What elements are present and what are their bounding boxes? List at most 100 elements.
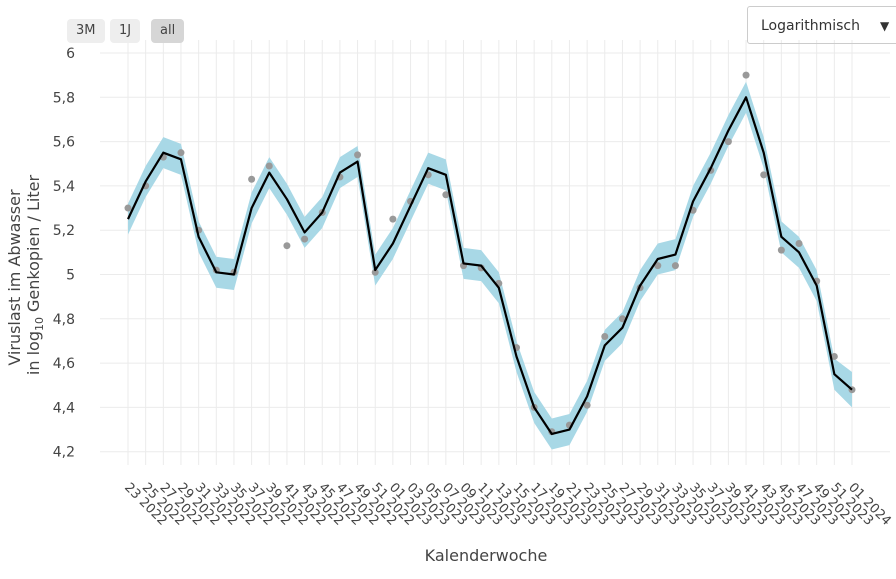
data-point <box>336 173 344 181</box>
x-tick-label: 11 2023 <box>474 480 523 529</box>
x-tick-label: 43 2022 <box>298 480 347 529</box>
x-tick-label: 09 2023 <box>457 480 506 529</box>
data-point <box>495 279 503 287</box>
data-point <box>512 344 520 352</box>
x-tick-label: 17 2023 <box>527 480 576 529</box>
data-point <box>795 239 803 247</box>
y-tick-label: 5 <box>66 268 75 284</box>
x-tick-label: 29 2022 <box>174 480 223 529</box>
y-label-text: Genkopien / Liter <box>24 175 43 312</box>
x-tick-label: 21 2023 <box>563 480 612 529</box>
data-point <box>424 171 432 179</box>
x-tick-label: 29 2023 <box>633 480 682 529</box>
data-point <box>742 71 750 79</box>
data-point <box>195 226 203 234</box>
x-tick-label: 41 2022 <box>280 480 329 529</box>
x-tick-label: 23 2023 <box>580 480 629 529</box>
data-point <box>142 182 150 190</box>
x-tick-label: 43 2023 <box>757 480 806 529</box>
data-point <box>318 208 326 216</box>
x-tick-label: 15 2023 <box>510 480 559 529</box>
range-button[interactable]: 3M <box>67 19 105 43</box>
data-point <box>407 197 415 205</box>
data-point <box>301 235 309 243</box>
data-point <box>777 246 785 254</box>
scale-dropdown[interactable]: Logarithmisch ▼ <box>747 6 896 44</box>
x-tick-label: 49 2023 <box>810 480 859 529</box>
x-tick-label: 31 2023 <box>651 480 700 529</box>
x-tick-label: 23 2022 <box>121 480 170 529</box>
range-button[interactable]: all <box>151 19 185 43</box>
y-tick-label: 5,2 <box>53 223 75 239</box>
x-tick-label: 47 2023 <box>792 480 841 529</box>
x-tick-label: 33 2022 <box>209 480 258 529</box>
data-point <box>654 262 662 270</box>
x-tick-label: 45 2023 <box>775 480 824 529</box>
data-point <box>601 333 609 341</box>
data-point <box>724 138 732 146</box>
x-tick-label: 13 2023 <box>492 480 541 529</box>
confidence-band <box>128 81 852 450</box>
x-tick-label: 01 2024 <box>845 480 894 529</box>
x-tick-label: 03 2023 <box>404 480 453 529</box>
data-point <box>671 262 679 270</box>
y-tick-label: 5,8 <box>53 90 75 106</box>
y-tick-label: 5,4 <box>53 179 75 195</box>
x-tick-label: 47 2022 <box>333 480 382 529</box>
data-point <box>618 315 626 323</box>
data-point <box>813 277 821 285</box>
data-point <box>265 162 273 170</box>
x-tick-label: 25 2023 <box>598 480 647 529</box>
data-point <box>283 242 291 250</box>
y-tick-label: 4,4 <box>53 400 75 416</box>
x-tick-label: 25 2022 <box>139 480 188 529</box>
trend-line <box>127 96 853 436</box>
y-label-line: Viruslast im Abwasser <box>5 189 24 366</box>
data-point <box>583 401 591 409</box>
x-tick-label: 27 2022 <box>156 480 205 529</box>
x-tick-label: 07 2023 <box>439 480 488 529</box>
data-point <box>389 215 397 223</box>
y-tick-label: 5,6 <box>53 135 75 151</box>
y-tick-label: 4,8 <box>53 312 75 328</box>
x-tick-label: 27 2023 <box>616 480 665 529</box>
range-button[interactable]: 1J <box>110 19 141 43</box>
x-tick-label: 37 2022 <box>245 480 294 529</box>
x-tick-label: 05 2023 <box>421 480 470 529</box>
x-tick-label: 37 2023 <box>704 480 753 529</box>
dropdown-text: Logarithmisch <box>761 18 860 34</box>
data-point <box>830 352 838 360</box>
data-point <box>565 421 573 429</box>
x-tick-label: 39 2023 <box>722 480 771 529</box>
data-point <box>707 166 715 174</box>
data-point <box>460 262 468 270</box>
x-tick-label: 51 2023 <box>828 480 877 529</box>
dropdown-arrow: ▼ <box>880 19 890 33</box>
data-point <box>248 175 256 183</box>
x-tick-label: 35 2022 <box>227 480 276 529</box>
x-tick-label: 31 2022 <box>192 480 241 529</box>
data-point <box>689 206 697 214</box>
x-tick-label: 01 2023 <box>386 480 435 529</box>
y-tick-label: 4,6 <box>53 356 75 372</box>
x-tick-label: 49 2022 <box>351 480 400 529</box>
x-tick-label: 45 2022 <box>315 480 364 529</box>
y-axis-label: Viruslast im Abwasser in log10 Genkopien … <box>5 175 46 376</box>
data-point <box>371 268 379 276</box>
data-point <box>230 268 238 276</box>
x-tick-label: 19 2023 <box>545 480 594 529</box>
data-point <box>124 204 132 212</box>
y-label-sub: 10 <box>33 317 46 331</box>
data-point <box>442 191 450 199</box>
x-tick-label: 33 2023 <box>669 480 718 529</box>
x-tick-label: 41 2023 <box>739 480 788 529</box>
data-point <box>548 428 556 436</box>
data-point <box>760 171 768 179</box>
data-point <box>354 151 362 159</box>
y-tick-label: 6 <box>66 46 75 62</box>
data-point <box>636 284 644 292</box>
x-axis-label: Kalenderwoche <box>425 546 548 565</box>
data-point <box>212 266 220 274</box>
